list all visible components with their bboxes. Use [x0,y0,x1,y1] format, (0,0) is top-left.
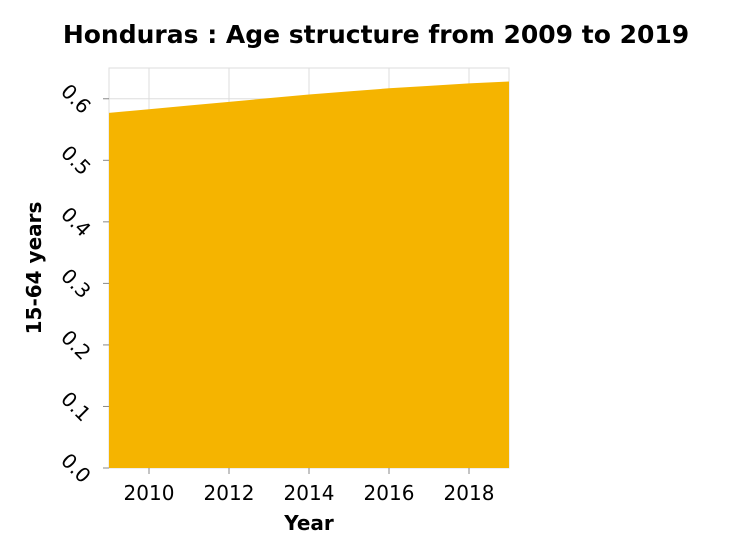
x-tick-label: 2010 [124,481,175,505]
x-tick-label: 2012 [204,481,255,505]
x-tick-label: 2016 [364,481,415,505]
area-series [109,82,509,468]
y-tick-label: 0.4 [56,202,95,241]
y-axis-title: 15-64 years [22,202,46,335]
y-tick-label: 0.0 [56,448,95,487]
x-tick-label: 2018 [444,481,495,505]
chart-title: Honduras : Age structure from 2009 to 20… [63,20,689,49]
y-tick-label: 0.5 [56,141,95,180]
x-axis-title: Year [283,511,334,535]
area-fill [109,82,509,468]
x-tick-label: 2014 [284,481,335,505]
y-tick-label: 0.6 [56,79,95,118]
y-tick-label: 0.1 [56,387,95,426]
y-tick-label: 0.2 [56,325,95,364]
y-tick-label: 0.3 [56,264,95,303]
